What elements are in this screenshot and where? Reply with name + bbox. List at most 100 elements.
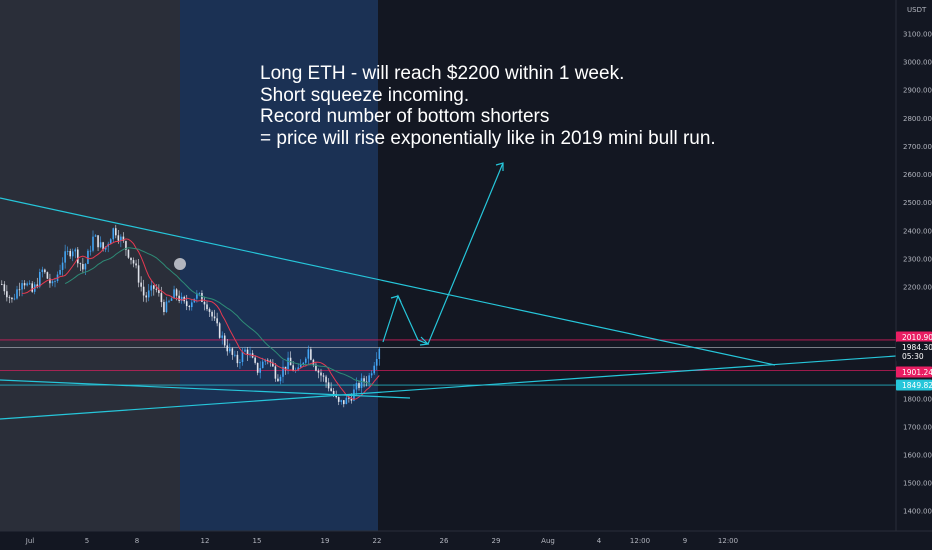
candle-body (375, 359, 378, 366)
candle-body (244, 349, 246, 352)
candle-body (142, 286, 145, 296)
x-tick-label: 26 (440, 537, 449, 545)
candle-body (41, 269, 44, 273)
candles (1, 224, 381, 408)
annotation-line-3: Record number of bottom shorters (260, 106, 549, 127)
candle-body (175, 289, 178, 296)
ma-fast-line (22, 238, 380, 401)
price-axis[interactable] (896, 0, 932, 531)
price-badge-bg (896, 366, 932, 378)
candle-body (211, 311, 213, 317)
projection-path[interactable] (382, 162, 504, 345)
x-tick-label: 22 (373, 537, 382, 545)
candle-body (355, 383, 358, 390)
highlighted-region (180, 0, 378, 531)
candle-body (87, 250, 89, 264)
candle-body (28, 283, 31, 285)
candle-body (112, 228, 115, 240)
marker-circle[interactable] (174, 258, 186, 270)
candle-body (64, 251, 66, 263)
candle-body (254, 357, 256, 363)
price-badge-label: 2010.90 (902, 333, 932, 342)
candle-body (373, 365, 375, 374)
candle-body (8, 297, 11, 299)
candle-body (36, 284, 39, 287)
candle-body (150, 285, 153, 291)
left-shaded-region (0, 0, 180, 531)
candle-body (1, 284, 3, 285)
candle-body (130, 257, 132, 261)
candle-body (325, 376, 327, 383)
y-axis-ticks: 3100.00 3000.00 2900.00 2800.00 2700.00 2600.… (903, 31, 932, 516)
x-tick-label: 15 (253, 537, 262, 545)
projection-arrowhead-3 (419, 336, 430, 346)
candle-body (31, 283, 33, 292)
candle-body (51, 281, 54, 284)
candle-body (256, 362, 259, 373)
candle-body (44, 269, 46, 273)
candle-body (337, 397, 340, 402)
candle-body (335, 395, 337, 398)
horizontal-levels (0, 339, 896, 386)
support-trendline[interactable] (0, 379, 411, 399)
candle-body (165, 301, 168, 313)
candle-body (218, 323, 221, 338)
candle-body (3, 284, 6, 292)
candle-body (185, 301, 188, 307)
x-tick-label: 19 (321, 537, 330, 545)
y-tick-label: 1600.00 (903, 452, 932, 460)
candle-body (193, 298, 196, 303)
candle-body (305, 358, 307, 363)
candle-body (231, 348, 234, 355)
x-tick-label: 12:00 (718, 537, 738, 545)
ma-slow-line (64, 247, 380, 386)
candle-body (13, 298, 16, 300)
y-tick-label: 2900.00 (903, 87, 932, 95)
candle-body (330, 388, 332, 391)
x-tick-label: Jul (25, 537, 35, 545)
candle-body (97, 235, 99, 248)
projection-arrowhead (495, 162, 504, 171)
candle-body (302, 362, 305, 365)
candle-body (259, 368, 261, 373)
candle-body (79, 263, 82, 265)
candle-body (59, 269, 61, 275)
candle-body (84, 263, 87, 270)
candle-body (348, 397, 350, 399)
y-tick-label: 2800.00 (903, 115, 932, 123)
y-tick-label: 3100.00 (903, 31, 932, 39)
candle-body (120, 236, 122, 241)
candle-body (350, 398, 353, 401)
candle-body (239, 362, 241, 364)
candle-body (221, 335, 223, 338)
annotation-line-2: Short squeeze incoming. (260, 85, 469, 106)
candle-body (274, 366, 277, 379)
candle-body (16, 289, 18, 299)
ascending-trendline[interactable] (0, 355, 897, 420)
candle-body (117, 235, 120, 241)
candle-body (137, 265, 140, 283)
candle-body (269, 360, 272, 363)
descending-trendline[interactable] (0, 197, 776, 366)
candle-body (365, 381, 368, 383)
x-tick-label: 9 (683, 537, 687, 545)
candle-body (315, 364, 317, 371)
time-axis[interactable] (0, 531, 932, 550)
y-tick-label: 2200.00 (903, 284, 932, 292)
x-axis-ticks: Jul 5 8 12 15 19 22 26 29 Aug 4 12:00 9 12:00 (25, 537, 738, 545)
candle-body (11, 297, 13, 300)
candle-body (92, 236, 94, 251)
x-tick-label: 4 (597, 537, 602, 545)
price-badge-bg (896, 379, 932, 391)
candle-body (345, 397, 348, 405)
candle-body (69, 250, 71, 257)
candle-body (282, 366, 284, 377)
projection-arrowhead-2 (390, 295, 402, 303)
candle-body (125, 241, 127, 250)
candle-body (360, 378, 363, 388)
candle-body (234, 354, 236, 356)
candle-body (122, 236, 125, 242)
candle-body (168, 300, 170, 302)
candle-body (54, 281, 56, 282)
